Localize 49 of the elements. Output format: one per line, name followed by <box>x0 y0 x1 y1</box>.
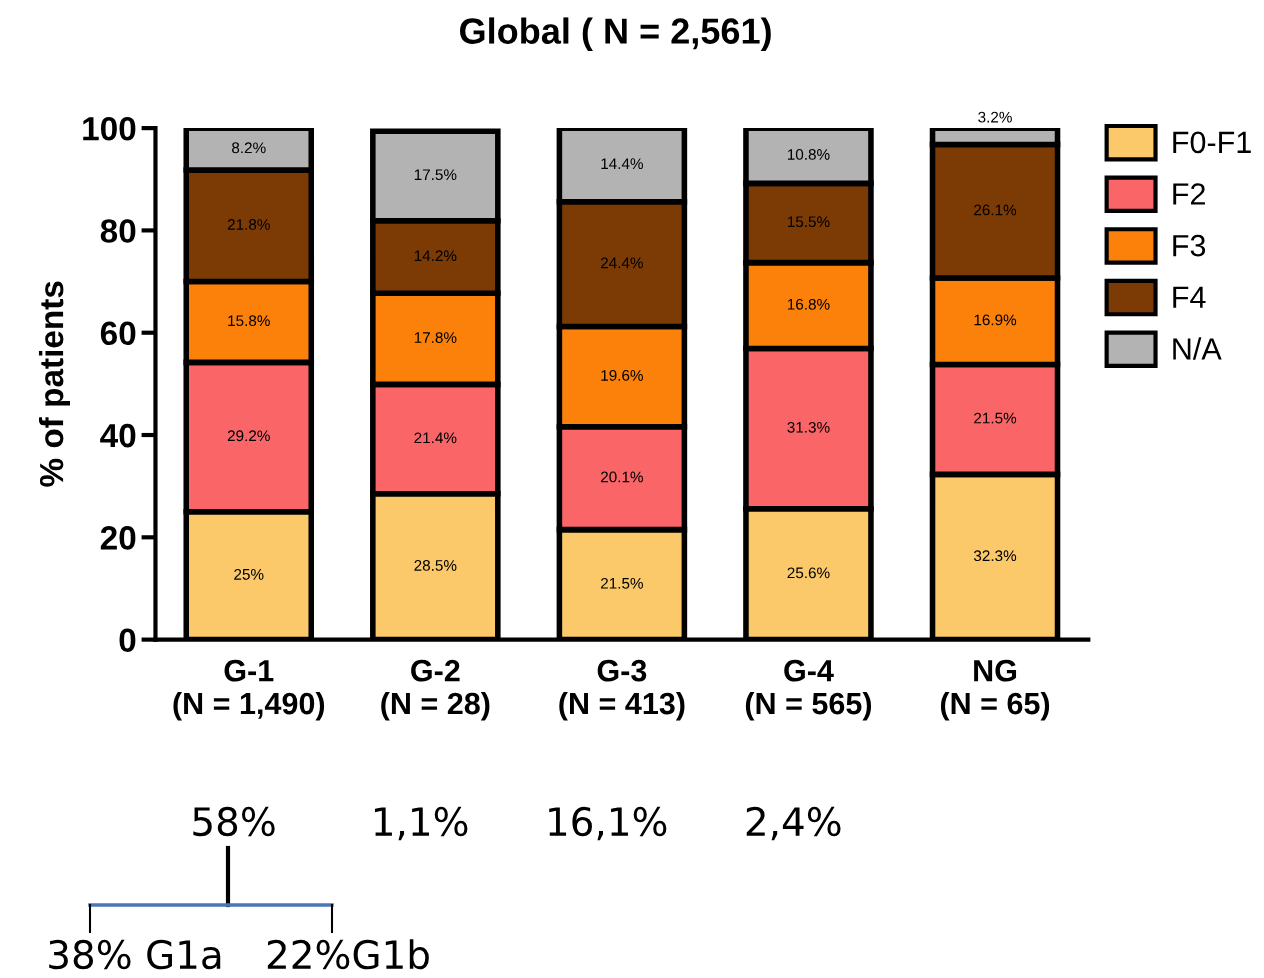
y-tick-label: 60 <box>100 321 136 346</box>
data-label: 26.1% <box>974 204 1017 216</box>
data-label: 21.4% <box>414 432 457 444</box>
y-tick-label: 0 <box>119 628 136 653</box>
y-axis-title: % of patients <box>38 281 70 487</box>
data-label: 25.6% <box>787 567 830 579</box>
data-label: 21.5% <box>601 577 644 589</box>
data-label: 14.4% <box>601 158 644 169</box>
legend-label: F2 <box>1173 183 1205 205</box>
data-label: 19.6% <box>601 369 644 381</box>
x-tick-label: G-1 (N = 1,490) <box>173 659 325 721</box>
data-label: 31.3% <box>787 421 830 433</box>
data-label: 32.3% <box>973 550 1017 562</box>
data-label: 15.8% <box>228 315 270 327</box>
data-label: 16.8% <box>787 298 830 310</box>
data-label: 28.5% <box>414 560 457 571</box>
data-label: 3.2% <box>978 111 1012 123</box>
legend-label: F4 <box>1173 286 1206 308</box>
x-tick-label: G-3 (N = 413) <box>559 659 685 721</box>
chart-title: Global ( N = 2,561) <box>460 17 771 52</box>
text: 2,4% <box>746 806 841 841</box>
data-label: 10.8% <box>787 149 830 160</box>
data-label: 8.2% <box>232 142 266 154</box>
y-tick-label: 20 <box>100 526 136 550</box>
data-label: 15.5% <box>787 216 830 228</box>
y-tick-label: 40 <box>100 423 136 448</box>
text: 16,1% <box>549 806 667 841</box>
legend-label: N/A <box>1173 337 1222 360</box>
x-tick-label: G-2 (N = 28) <box>381 659 490 721</box>
data-label: 17.8% <box>414 332 457 343</box>
y-tick-label: 80 <box>100 219 136 243</box>
data-label: 20.1% <box>601 471 644 483</box>
data-label: 29.2% <box>227 430 270 442</box>
legend-label: F0-F1 <box>1173 131 1251 154</box>
x-tick-label: G-4 (N = 565) <box>745 659 872 721</box>
text: 58% <box>193 806 275 837</box>
legend-label: F3 <box>1173 234 1206 257</box>
data-label: 16.9% <box>974 314 1017 326</box>
text: 38% G1a <box>49 939 221 970</box>
text: 1,1% <box>375 806 468 841</box>
data-label: 21.8% <box>227 219 270 230</box>
data-label: 24.4% <box>601 257 644 269</box>
data-label: 14.2% <box>414 250 457 262</box>
x-tick-label: NG (N = 65) <box>940 659 1050 721</box>
data-label: 21.5% <box>974 412 1017 424</box>
data-label: 17.5% <box>414 169 457 181</box>
data-label: 25% <box>234 568 264 580</box>
y-tick-label: 100 <box>83 116 136 141</box>
text: 22%G1b <box>267 939 429 970</box>
